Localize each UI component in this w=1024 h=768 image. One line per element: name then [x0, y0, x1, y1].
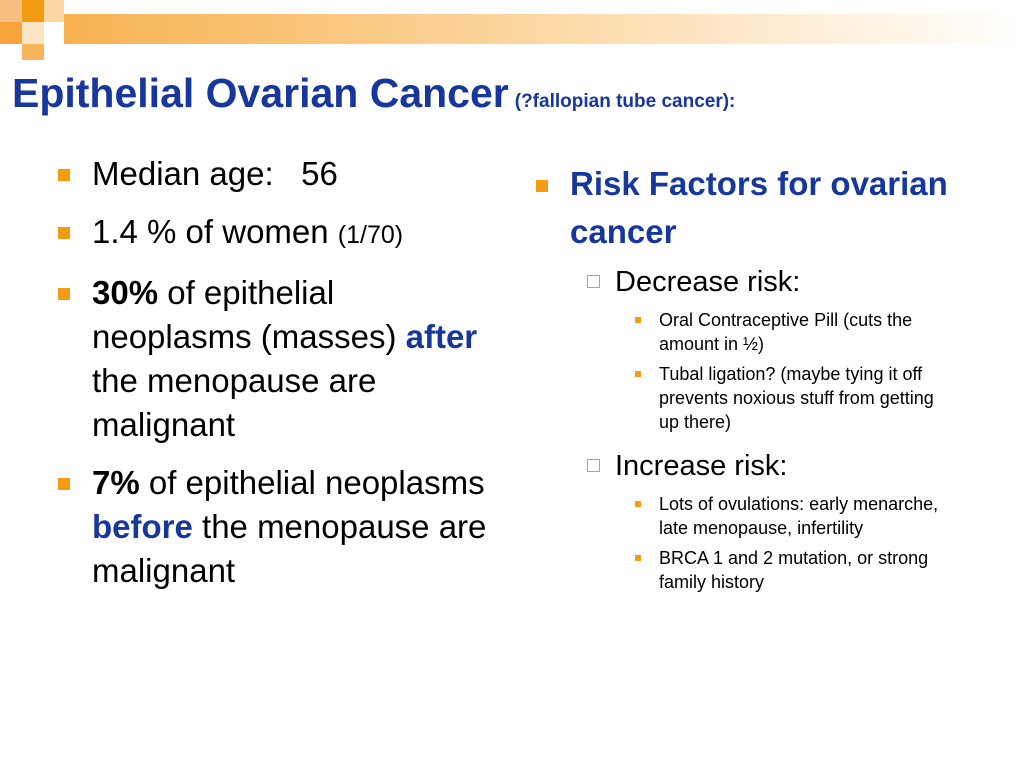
bullet-paren: (1/70)	[337, 221, 404, 249]
bullet-before-menopause: 7% of epithelial neoplasms before the me…	[50, 461, 490, 593]
bullet-text: the menopause are malignant	[92, 508, 487, 589]
square-bullet-icon	[58, 478, 70, 490]
sub-bullet: BRCA 1 and 2 mutation, or strong family …	[525, 546, 949, 594]
bullet-incidence: 1.4 % of women (1/70)	[50, 210, 490, 257]
decor-square	[22, 44, 44, 60]
small-square-bullet-icon	[635, 317, 641, 323]
sub-bullet-text: Lots of ovulations: early menarche, late…	[659, 494, 939, 538]
square-bullet-icon	[58, 169, 70, 181]
decor-square	[0, 22, 22, 44]
slide-title-main: Epithelial Ovarian Cancer	[12, 70, 509, 116]
right-bullet-list: Risk Factors for ovarian cancer Decrease…	[525, 152, 995, 594]
sub-bullet: Oral Contraceptive Pill (cuts the amount…	[525, 308, 949, 356]
increase-risk-item: Increase risk:	[525, 446, 995, 486]
bullet-percent: 7%	[92, 464, 140, 501]
bullet-percent: 30%	[92, 274, 159, 311]
sub-bullet: Lots of ovulations: early menarche, late…	[525, 492, 949, 540]
increase-risk-label: Increase risk:	[615, 450, 788, 482]
decor-square	[22, 0, 44, 22]
decor-square	[22, 22, 44, 44]
sub-bullet: Tubal ligation? (maybe tying it off prev…	[525, 362, 949, 434]
bullet-emphasis: after	[405, 318, 478, 355]
heading-text: Risk Factors for ovarian cancer	[570, 165, 948, 250]
small-square-bullet-icon	[635, 555, 641, 561]
sub-bullet-text: BRCA 1 and 2 mutation, or strong family …	[659, 548, 929, 592]
square-bullet-icon	[58, 288, 70, 300]
slide-title: Epithelial Ovarian Cancer (?fallopian tub…	[12, 70, 735, 117]
sub-bullet-text: Oral Contraceptive Pill (cuts the amount…	[659, 310, 913, 354]
hollow-square-bullet-icon	[587, 459, 600, 472]
small-square-bullet-icon	[635, 371, 641, 377]
small-square-bullet-icon	[635, 501, 641, 507]
decor-square	[44, 0, 64, 22]
decor-square	[0, 0, 22, 22]
decrease-risk-label: Decrease risk:	[615, 266, 801, 298]
square-bullet-icon	[58, 227, 70, 239]
header-gradient-bar	[64, 14, 1024, 44]
left-bullet-list: Median age: 56 1.4 % of women (1/70) 30%…	[50, 152, 490, 607]
bullet-text: of epithelial neoplasms (masses)	[92, 274, 406, 355]
square-bullet-icon	[536, 180, 548, 192]
sub-bullet-text: Tubal ligation? (maybe tying it off prev…	[659, 364, 934, 432]
bullet-after-menopause: 30% of epithelial neoplasms (masses) aft…	[50, 271, 490, 447]
decrease-risk-item: Decrease risk:	[525, 262, 995, 302]
slide-title-sub: (?fallopian tube cancer):	[514, 91, 736, 112]
hollow-square-bullet-icon	[587, 275, 600, 288]
bullet-emphasis: before	[92, 508, 193, 545]
bullet-text: Median age: 56	[92, 155, 338, 192]
bullet-text: of epithelial neoplasms	[139, 464, 485, 501]
bullet-median-age: Median age: 56	[50, 152, 490, 196]
bullet-text: the menopause are malignant	[92, 362, 377, 443]
bullet-text: 1.4 % of women	[92, 213, 338, 250]
risk-factors-heading: Risk Factors for ovarian cancer	[525, 160, 995, 256]
